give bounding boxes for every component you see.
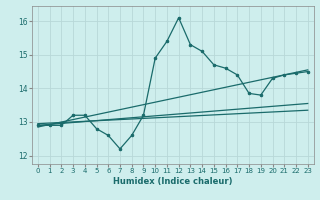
X-axis label: Humidex (Indice chaleur): Humidex (Indice chaleur): [113, 177, 233, 186]
